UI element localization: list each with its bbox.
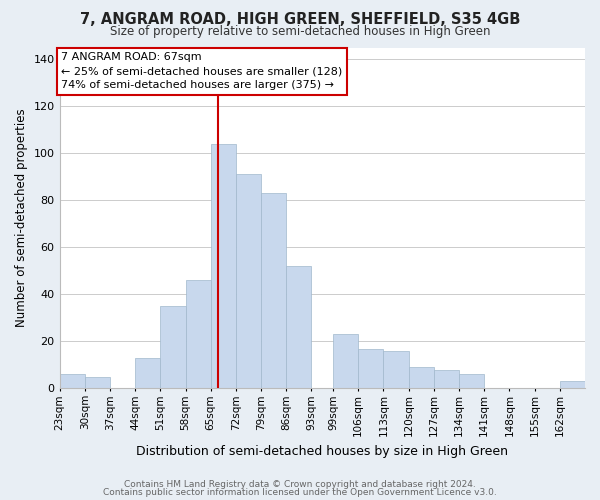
Bar [85,376,110,388]
Text: Contains HM Land Registry data © Crown copyright and database right 2024.: Contains HM Land Registry data © Crown c… [124,480,476,489]
Bar [459,374,484,388]
Bar [211,144,236,388]
Bar [409,368,434,388]
Bar [185,280,211,388]
Text: Contains public sector information licensed under the Open Government Licence v3: Contains public sector information licen… [103,488,497,497]
Bar [333,334,358,388]
Bar [358,348,383,389]
X-axis label: Distribution of semi-detached houses by size in High Green: Distribution of semi-detached houses by … [136,444,508,458]
Bar [160,306,185,388]
Bar [236,174,261,388]
Bar [560,382,585,388]
Bar [434,370,459,388]
Bar [286,266,311,388]
Y-axis label: Number of semi-detached properties: Number of semi-detached properties [15,108,28,328]
Bar [383,351,409,389]
Bar [59,374,85,388]
Text: Size of property relative to semi-detached houses in High Green: Size of property relative to semi-detach… [110,25,490,38]
Text: 7, ANGRAM ROAD, HIGH GREEN, SHEFFIELD, S35 4GB: 7, ANGRAM ROAD, HIGH GREEN, SHEFFIELD, S… [80,12,520,28]
Bar [261,194,286,388]
Bar [135,358,160,388]
Text: 7 ANGRAM ROAD: 67sqm
← 25% of semi-detached houses are smaller (128)
74% of semi: 7 ANGRAM ROAD: 67sqm ← 25% of semi-detac… [61,52,343,90]
